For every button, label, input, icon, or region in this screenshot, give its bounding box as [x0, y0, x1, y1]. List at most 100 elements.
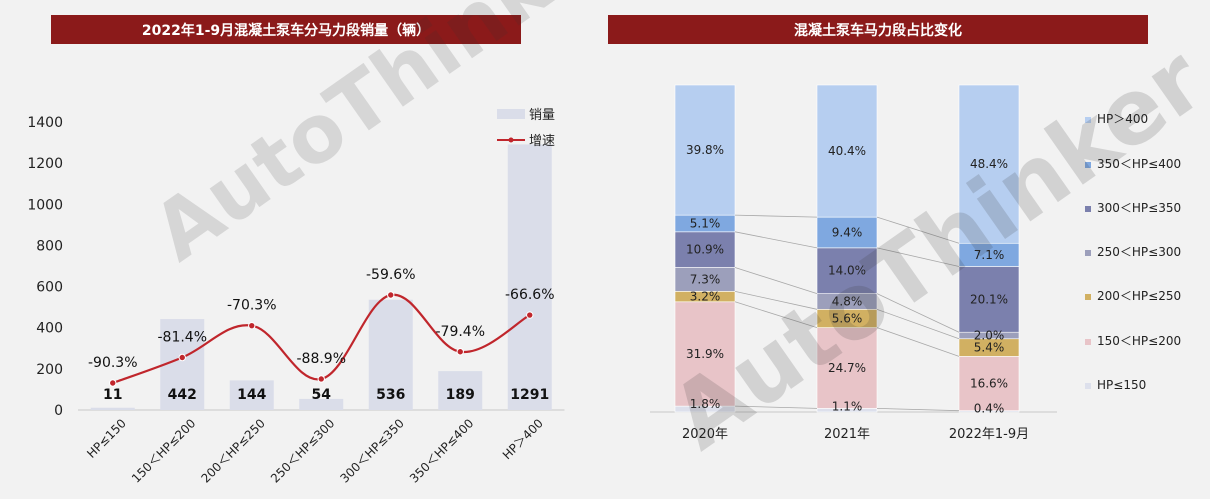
- left-chart-title: 2022年1-9月混凝土泵车分马力段销量（辆）: [51, 15, 521, 44]
- stacked-segment: [816, 247, 878, 294]
- legend-label: 350＜HP≤400: [1097, 157, 1181, 171]
- growth-point: [387, 291, 395, 299]
- connector-line: [876, 327, 960, 357]
- sales-bar: [160, 319, 205, 410]
- legend-label: HP＞400: [1097, 112, 1148, 126]
- segment-value-label: 48.4%: [970, 157, 1008, 171]
- growth-value-label: -90.3%: [88, 355, 138, 371]
- segment-value-label: 24.7%: [828, 361, 866, 375]
- legend-swatch: [1085, 162, 1091, 168]
- bar-value-label: 54: [312, 387, 332, 403]
- legend-bar-swatch: [497, 109, 525, 119]
- connector-line: [734, 290, 818, 310]
- legend-bar-label: 销量: [529, 108, 555, 123]
- connector-line: [734, 301, 818, 329]
- connector-line: [734, 214, 818, 218]
- y-tick-label: 600: [36, 280, 63, 296]
- segment-value-label: 1.8%: [690, 397, 721, 411]
- stacked-segment: [958, 84, 1020, 244]
- bar-value-label: 189: [446, 387, 475, 403]
- stacked-segment: [958, 266, 1020, 333]
- y-tick-label: 1000: [27, 197, 63, 213]
- legend-label: 200＜HP≤250: [1097, 289, 1181, 303]
- segment-value-label: 20.1%: [970, 292, 1008, 306]
- segment-value-label: 9.4%: [832, 225, 863, 239]
- stacked-segment: [674, 301, 736, 407]
- left-chart: 0 200 400 600 800 1000 1200 1400 11 442 144 54 536 18…: [27, 0, 600, 486]
- segment-value-label: 0.4%: [974, 402, 1005, 416]
- segment-value-label: 31.9%: [686, 347, 724, 361]
- growth-value-label: -70.3%: [227, 298, 277, 314]
- growth-value-label: -66.6%: [505, 287, 555, 303]
- bar-value-label: 11: [103, 387, 122, 403]
- growth-value-label: -59.6%: [366, 267, 416, 283]
- bar-value-label: 1291: [510, 387, 549, 403]
- sales-bar: [299, 398, 344, 410]
- bar-value-label: 144: [237, 387, 266, 403]
- growth-value-label: -81.4%: [157, 329, 207, 345]
- segment-value-label: 7.3%: [690, 272, 721, 286]
- growth-point: [178, 353, 186, 362]
- legend-label: 250＜HP≤300: [1097, 245, 1181, 259]
- segment-value-label: 5.4%: [974, 341, 1005, 355]
- growth-point: [456, 348, 464, 356]
- y-tick-label: 1400: [27, 115, 63, 131]
- legend-swatch: [1085, 339, 1091, 345]
- bar-value-label: 536: [376, 387, 405, 403]
- growth-point: [109, 379, 117, 387]
- x-tick-label: 2021年: [824, 427, 870, 442]
- y-tick-label: 0: [54, 403, 63, 419]
- sales-bar: [368, 299, 413, 410]
- right-chart-title: 混凝土泵车马力段占比变化: [608, 15, 1148, 44]
- segment-value-label: 4.8%: [832, 294, 863, 308]
- legend-line-marker: [508, 137, 514, 143]
- growth-value-label: -88.9%: [296, 351, 346, 367]
- legend-swatch: [1085, 206, 1091, 212]
- connector-line: [876, 216, 960, 244]
- connector-line: [734, 405, 818, 409]
- growth-point: [317, 375, 325, 383]
- legend-swatch: [1085, 383, 1091, 389]
- segment-value-label: 40.4%: [828, 144, 866, 158]
- bar-value-label: 442: [168, 387, 197, 403]
- segment-value-label: 2.0%: [974, 328, 1005, 342]
- segment-value-label: 10.9%: [686, 243, 724, 257]
- sales-bar: [90, 407, 135, 410]
- segment-value-label: 14.0%: [828, 264, 866, 278]
- segment-value-label: 1.1%: [832, 399, 863, 413]
- segment-value-label: 39.8%: [686, 143, 724, 157]
- connector-line: [876, 308, 960, 340]
- stacked-segment: [816, 327, 878, 409]
- connector-line: [734, 231, 818, 249]
- stacked-segment: [674, 84, 736, 216]
- connector-line: [876, 408, 960, 412]
- connector-line: [876, 247, 960, 267]
- segment-value-label: 16.6%: [970, 377, 1008, 391]
- sales-bar: [507, 144, 552, 410]
- segment-value-label: 7.1%: [974, 248, 1005, 262]
- sales-bar: [438, 371, 483, 410]
- x-tick-label: 2020年: [682, 427, 728, 442]
- segment-value-label: 3.2%: [690, 290, 721, 304]
- y-tick-label: 400: [36, 321, 63, 337]
- x-tick-label: 2022年1-9月: [949, 427, 1029, 442]
- legend-label: 300＜HP≤350: [1097, 201, 1181, 215]
- legend-swatch: [1085, 294, 1091, 300]
- growth-point: [526, 311, 534, 319]
- y-tick-label: 200: [36, 362, 63, 378]
- legend-swatch: [1085, 250, 1091, 256]
- segment-value-label: 5.6%: [832, 311, 863, 325]
- y-tick-label: 1200: [27, 156, 63, 172]
- stacked-segment: [816, 216, 878, 249]
- connector-line: [876, 293, 960, 333]
- y-tick-label: 800: [36, 238, 63, 254]
- legend-line-label: 增速: [529, 134, 555, 149]
- segment-value-label: 5.1%: [690, 216, 721, 230]
- growth-value-label: -79.4%: [435, 324, 485, 340]
- stacked-segment: [816, 84, 878, 218]
- growth-point: [248, 321, 256, 330]
- sales-bar: [229, 380, 274, 410]
- legend-swatch: [1085, 117, 1091, 123]
- legend-label: 150＜HP≤200: [1097, 334, 1181, 348]
